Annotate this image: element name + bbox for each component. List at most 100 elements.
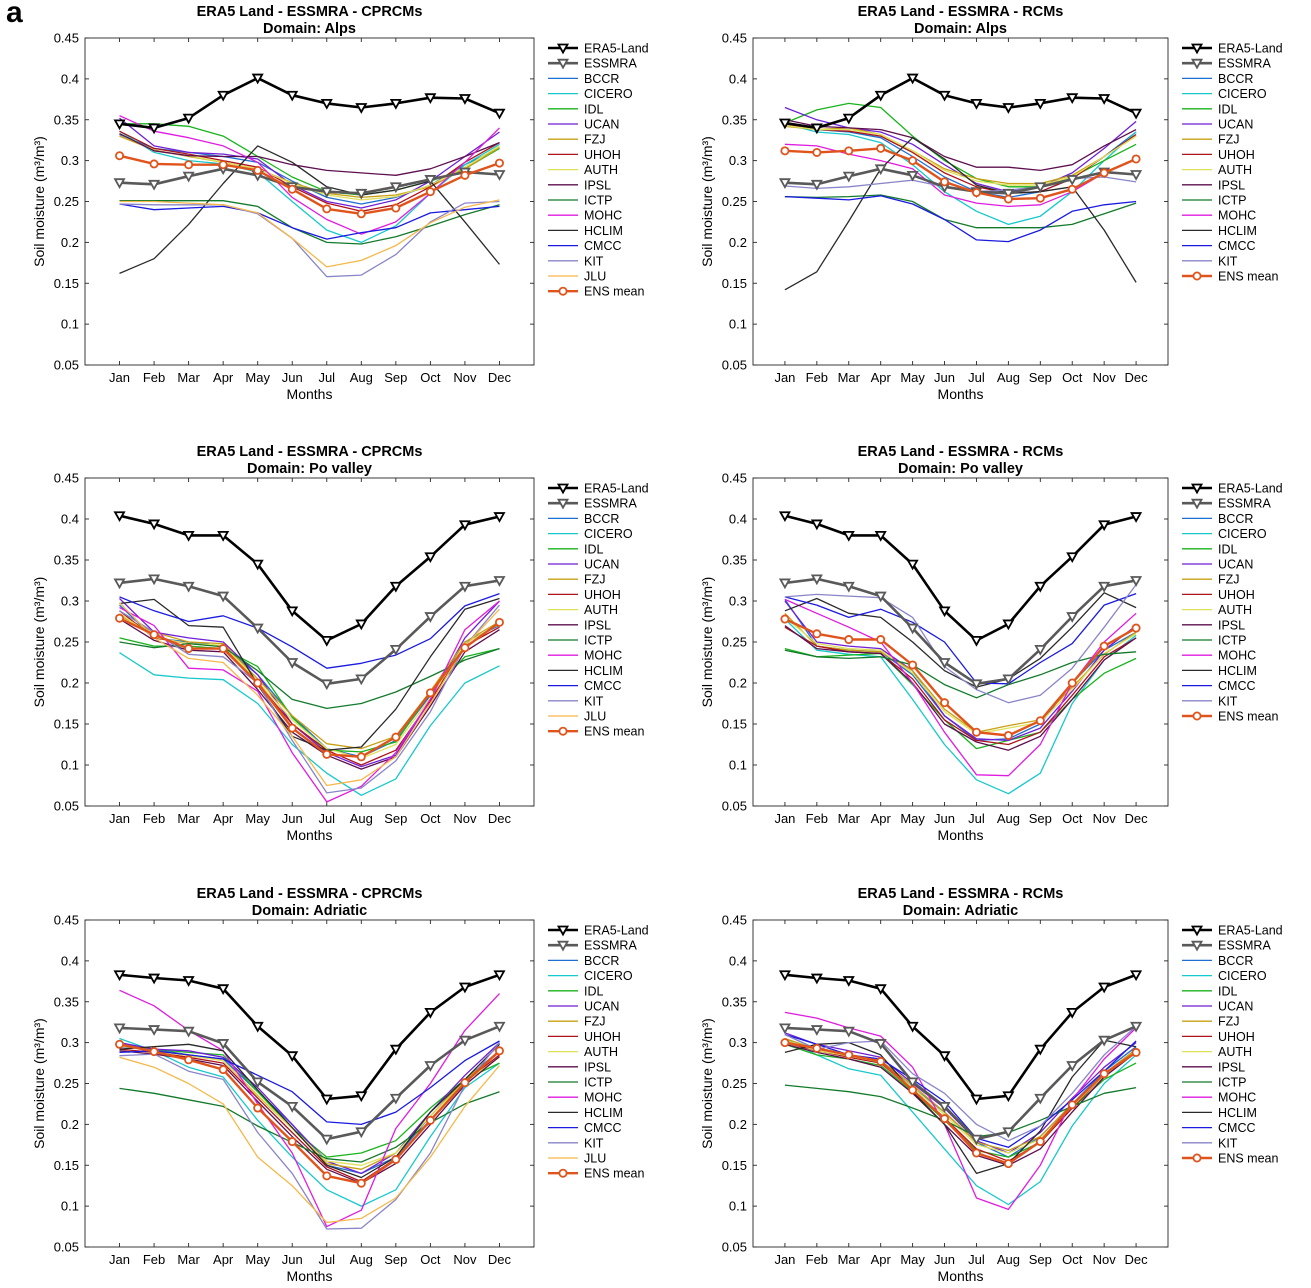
legend-label: IPSL: [584, 178, 611, 192]
data-point: [355, 1127, 368, 1139]
data-point: [218, 644, 228, 654]
legend-label: CICERO: [584, 527, 633, 541]
data-point: [1003, 730, 1013, 740]
legend-label: HCLIM: [1218, 664, 1257, 678]
data-point: [182, 531, 195, 542]
x-tick-label: Feb: [806, 811, 828, 826]
data-point: [1098, 581, 1111, 593]
data-point: [217, 591, 230, 603]
y-tick-label: 0.4: [61, 512, 79, 527]
data-point: [458, 520, 471, 532]
series-line-cicero: [784, 1037, 1137, 1206]
data-point: [906, 170, 919, 182]
series-line-jlu: [119, 1056, 500, 1224]
legend-label: MOHC: [1218, 1091, 1256, 1105]
series-line-cicero: [119, 652, 500, 796]
series-line-hclim: [784, 137, 1137, 291]
x-tick-label: Oct: [420, 811, 441, 826]
x-tick-label: Aug: [997, 811, 1020, 826]
x-tick-label: Jul: [318, 811, 335, 826]
data-point: [251, 623, 264, 635]
data-point: [906, 1021, 919, 1033]
data-point: [810, 574, 823, 586]
data-point: [148, 519, 161, 531]
series-line-ictp: [784, 194, 1137, 229]
legend-marker: [1190, 58, 1204, 70]
data-point: [391, 203, 401, 213]
legend-marker: [1190, 43, 1204, 55]
y-axis-label: Soil moisture (m³/m³): [31, 136, 47, 267]
x-axis-label: Months: [287, 386, 333, 402]
data-point: [286, 1051, 299, 1063]
data-point: [287, 1137, 297, 1147]
y-tick-label: 0.05: [722, 1240, 747, 1255]
chart-subtitle: Domain: Alps: [263, 21, 356, 37]
data-point: [389, 182, 402, 194]
legend-label: ICTP: [1218, 634, 1246, 648]
series-line-uhoh: [784, 123, 1137, 194]
data-point: [938, 1101, 951, 1113]
data-point: [1131, 1047, 1141, 1057]
data-point: [184, 1055, 194, 1065]
data-point: [425, 688, 435, 698]
data-point: [356, 752, 366, 762]
legend-marker: [1192, 1153, 1202, 1163]
data-point: [1131, 154, 1141, 164]
data-point: [940, 698, 950, 708]
data-point: [1003, 194, 1013, 204]
chart-subtitle: Domain: Adriatic: [252, 903, 367, 919]
data-point: [1099, 1069, 1109, 1079]
y-tick-label: 0.3: [61, 1035, 79, 1050]
data-point: [458, 1035, 471, 1047]
data-point: [391, 1155, 401, 1165]
data-point: [876, 143, 886, 153]
data-point: [810, 973, 823, 985]
data-point: [458, 982, 471, 994]
x-tick-label: Mar: [838, 811, 861, 826]
legend-label: CICERO: [584, 969, 633, 983]
data-point: [970, 679, 983, 691]
x-tick-label: Apr: [213, 811, 234, 826]
data-point: [938, 1051, 951, 1063]
legend-marker: [556, 925, 570, 937]
legend-label: JLU: [584, 270, 606, 284]
data-point: [113, 1023, 126, 1035]
data-point: [355, 674, 368, 686]
legend-label: ERA5-Land: [1218, 924, 1283, 938]
series-line-auth: [119, 1045, 500, 1166]
y-tick-label: 0.15: [54, 717, 79, 732]
x-tick-label: Apr: [213, 1252, 234, 1267]
legend-label: ESSMRA: [584, 497, 637, 511]
data-point: [842, 113, 855, 125]
legend-label: UCAN: [1218, 558, 1253, 572]
legend-label: AUTH: [584, 163, 618, 177]
legend-marker: [1190, 925, 1204, 937]
data-point: [320, 1094, 333, 1106]
y-axis-label: Soil moisture (m³/m³): [31, 1018, 47, 1149]
data-point: [424, 175, 437, 186]
legend-label: KIT: [584, 694, 604, 708]
x-tick-label: Nov: [453, 1252, 477, 1267]
data-point: [286, 1101, 299, 1113]
series-line-ens-mean: [119, 154, 500, 216]
data-point: [1130, 576, 1143, 587]
legend-label: JLU: [584, 1152, 606, 1166]
data-point: [251, 1077, 264, 1089]
data-point: [356, 1178, 366, 1188]
data-point: [1034, 644, 1047, 656]
x-tick-label: Jan: [109, 811, 130, 826]
series-line-era5-land: [119, 973, 500, 1101]
x-axis-label: Months: [938, 386, 984, 402]
y-tick-label: 0.1: [61, 317, 79, 332]
data-point: [287, 723, 297, 733]
data-point: [493, 970, 506, 982]
legend-label: FZJ: [584, 133, 606, 147]
x-axis-label: Months: [287, 827, 333, 843]
legend-label: UHOH: [584, 588, 621, 602]
legend-marker: [556, 940, 570, 952]
data-point: [970, 635, 983, 647]
data-point: [148, 574, 161, 586]
y-tick-label: 0.45: [722, 471, 747, 486]
data-point: [115, 613, 125, 623]
data-point: [908, 1085, 918, 1095]
